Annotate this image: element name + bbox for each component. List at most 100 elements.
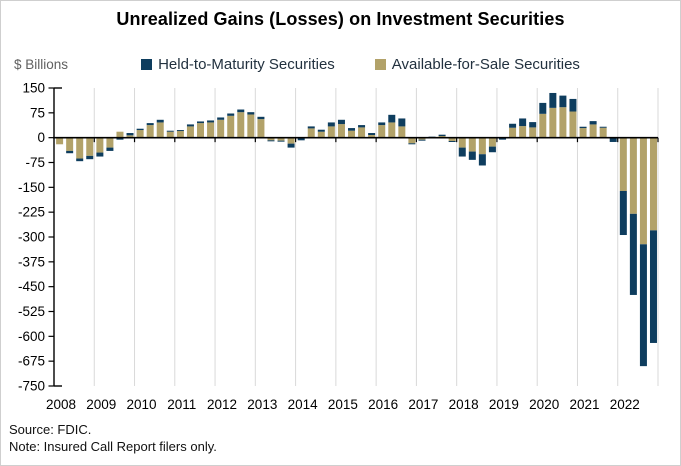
bar-segment-htm bbox=[478, 154, 486, 166]
bar-segment-htm bbox=[287, 143, 295, 148]
bar-segment-htm bbox=[398, 118, 406, 127]
bar-segment-afs bbox=[408, 137, 416, 144]
legend-label-afs: Available-for-Sale Securities bbox=[391, 56, 580, 73]
bar-segment-htm bbox=[217, 117, 225, 120]
x-year-label: 2009 bbox=[86, 397, 116, 412]
bar-segment-htm bbox=[86, 155, 94, 160]
bar-segment-afs bbox=[106, 137, 114, 148]
bar-segment-htm bbox=[599, 126, 607, 128]
bar-segment-afs bbox=[327, 126, 335, 138]
legend-swatch-htm-icon bbox=[141, 59, 153, 70]
bar-segment-htm bbox=[579, 126, 587, 129]
bar-segment-afs bbox=[509, 127, 517, 138]
bar-segment-htm bbox=[126, 133, 134, 136]
bar-segment-afs bbox=[589, 124, 597, 138]
bar-segment-htm bbox=[227, 113, 235, 116]
bar-segment-afs bbox=[368, 135, 376, 138]
bar-segment-afs bbox=[96, 137, 104, 153]
y-tick-label: -750 bbox=[18, 379, 45, 394]
bar-segment-afs bbox=[86, 137, 94, 156]
bar-segment-afs bbox=[619, 137, 627, 191]
x-year-label: 2014 bbox=[288, 397, 319, 412]
bar-segment-htm bbox=[337, 119, 345, 125]
bar-segment-afs bbox=[438, 136, 446, 138]
legend-label-htm: Held-to-Maturity Securities bbox=[158, 56, 335, 73]
bar-segment-htm bbox=[317, 129, 325, 132]
y-tick-label: -600 bbox=[18, 329, 45, 344]
bar-segment-htm bbox=[76, 158, 84, 162]
bar-segment-htm bbox=[307, 126, 315, 129]
bar-segment-afs bbox=[116, 131, 124, 138]
x-year-label: 2015 bbox=[328, 397, 358, 412]
x-year-label: 2013 bbox=[247, 397, 277, 412]
bar-segment-htm bbox=[549, 92, 557, 108]
bar-segment-afs bbox=[529, 127, 537, 138]
bar-segment-afs bbox=[478, 137, 486, 155]
bar-segment-htm bbox=[609, 138, 617, 142]
bar-segment-htm bbox=[408, 143, 416, 145]
bar-segment-htm bbox=[327, 122, 335, 127]
bar-segment-htm bbox=[458, 147, 466, 157]
legend: Held-to-Maturity Securities Available-fo… bbox=[61, 56, 660, 73]
bar-segment-htm bbox=[136, 128, 144, 131]
bar-segment-afs bbox=[649, 137, 657, 231]
bar-segment-htm bbox=[96, 152, 104, 157]
bar-segment-afs bbox=[66, 137, 74, 151]
bar-segment-htm bbox=[348, 128, 356, 131]
bar-segment-afs bbox=[579, 128, 587, 138]
chart-footer: Source: FDIC. Note: Insured Call Report … bbox=[9, 422, 217, 455]
bar-segment-afs bbox=[166, 131, 174, 138]
bar-segment-htm bbox=[519, 118, 527, 127]
bar-segment-htm bbox=[589, 121, 597, 125]
bar-segment-afs bbox=[207, 122, 215, 138]
bar-segment-htm bbox=[488, 146, 496, 153]
bar-segment-afs bbox=[197, 123, 204, 138]
filers-note: Note: Insured Call Report filers only. bbox=[9, 438, 217, 454]
bar-segment-afs bbox=[257, 119, 265, 138]
bar-segment-afs bbox=[398, 126, 406, 138]
bar-segment-afs bbox=[267, 137, 275, 141]
x-year-label: 2017 bbox=[408, 397, 438, 412]
x-year-label: 2020 bbox=[529, 397, 559, 412]
x-year-label: 2011 bbox=[167, 397, 196, 412]
bar-segment-afs bbox=[378, 125, 386, 138]
bar-segment-htm bbox=[569, 98, 577, 112]
bar-segment-htm bbox=[297, 138, 305, 141]
bar-segment-afs bbox=[348, 130, 356, 138]
x-year-label: 2021 bbox=[569, 397, 599, 412]
bar-segment-htm bbox=[156, 119, 164, 123]
bar-segment-htm bbox=[559, 95, 567, 108]
bar-segment-htm bbox=[388, 114, 396, 123]
y-tick-label: -375 bbox=[18, 254, 45, 269]
bar-segment-htm bbox=[529, 122, 537, 128]
y-tick-label: -525 bbox=[18, 304, 45, 319]
bar-segment-afs bbox=[176, 131, 184, 138]
x-year-label: 2022 bbox=[610, 397, 640, 412]
bar-segment-afs bbox=[76, 137, 84, 159]
bar-segment-afs bbox=[56, 137, 64, 145]
bar-segment-htm bbox=[499, 138, 507, 140]
bar-segment-afs bbox=[287, 137, 295, 144]
bar-segment-htm bbox=[277, 140, 285, 142]
bar-segment-htm bbox=[509, 123, 517, 128]
bar-segment-htm bbox=[629, 213, 637, 295]
bar-segment-afs bbox=[448, 137, 456, 141]
legend-swatch-afs-icon bbox=[374, 59, 386, 70]
bar-segment-afs bbox=[217, 119, 225, 138]
bar-segment-htm bbox=[186, 124, 194, 127]
bar-segment-afs bbox=[468, 137, 476, 152]
y-tick-label: -150 bbox=[18, 180, 45, 195]
bar-segment-htm bbox=[438, 134, 446, 137]
bar-segment-afs bbox=[549, 107, 557, 138]
y-tick-label: 75 bbox=[30, 105, 45, 120]
bar-segment-htm bbox=[649, 230, 657, 343]
y-tick-label: -75 bbox=[25, 155, 45, 170]
y-axis-units-label: $ Billions bbox=[14, 57, 69, 72]
bar-segment-htm bbox=[247, 112, 255, 115]
bar-segment-afs bbox=[277, 137, 285, 141]
bar-segment-htm bbox=[378, 122, 386, 126]
bar-segment-afs bbox=[237, 112, 245, 138]
bar-segment-htm bbox=[539, 102, 547, 114]
